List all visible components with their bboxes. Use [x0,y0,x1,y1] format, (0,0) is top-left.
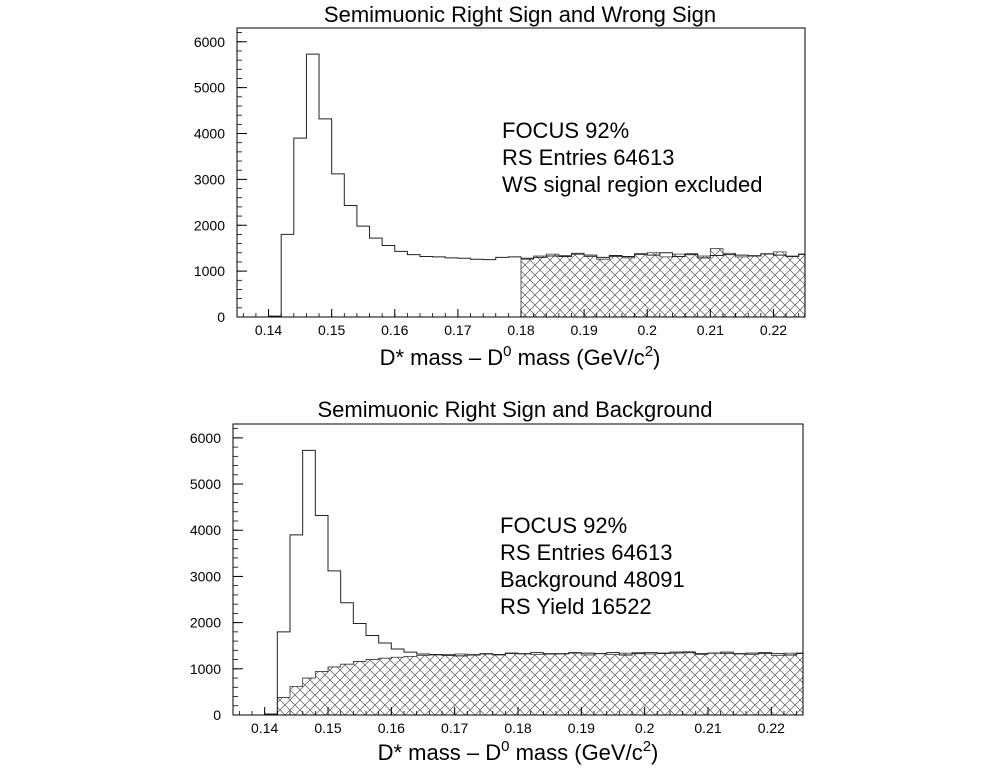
x-tick-label: 0.16 [378,720,405,736]
x-tick-label: 0.19 [570,322,597,338]
x-axis-label: D* mass – D0 mass (GeV/c2) [380,343,661,370]
plot-area: 0.14 0.15 0.16 0.17 0.18 0.19 0.2 0.21 0.22 0 1000… [190,423,804,736]
x-tick-label: 0.15 [318,322,345,338]
y-tick-label: 4000 [194,126,225,142]
y-tick-label: 2000 [190,615,221,631]
background-histogram [252,651,804,716]
y-tick-label: 5000 [190,476,221,492]
y-tick-label: 0 [217,309,225,325]
y-tick-label: 0 [213,707,221,723]
chart-bottom: Semimuonic Right Sign and Background 0.1… [190,397,804,765]
annotation-block: FOCUS 92% RS Entries 64613 WS signal reg… [502,118,762,197]
y-tick-label: 1000 [194,263,225,279]
annotation-line: Background 48091 [500,567,685,592]
y-tick-label: 6000 [190,430,221,446]
chart-top: Semimuonic Right Sign and Wrong Sign 0.1… [194,2,806,370]
annotation-line: WS signal region excluded [502,172,762,197]
chart-title: Semimuonic Right Sign and Wrong Sign [324,2,716,27]
y-tick-label: 6000 [194,34,225,50]
x-tick-label: 0.22 [758,720,785,736]
x-tick-label: 0.18 [504,720,531,736]
y-tick-label: 3000 [190,568,221,584]
annotation-line: RS Entries 64613 [500,540,672,565]
y-tick-label: 5000 [194,80,225,96]
y-tick-label: 3000 [194,171,225,187]
background-histogram [520,248,806,318]
annotation-line: RS Entries 64613 [502,145,674,170]
x-tick-label: 0.18 [507,322,534,338]
annotation-line: FOCUS 92% [500,513,627,538]
annotation-block: FOCUS 92% RS Entries 64613 Background 48… [500,513,685,619]
plot-area: 0.14 0.15 0.16 0.17 0.18 0.19 0.2 0.21 0.22 0 1000… [194,27,806,338]
x-tick-label: 0.15 [314,720,341,736]
x-tick-label: 0.22 [760,322,787,338]
x-tick-label: 0.2 [635,720,655,736]
x-tick-label: 0.17 [444,322,471,338]
annotation-line: RS Yield 16522 [500,594,652,619]
x-tick-label: 0.17 [441,720,468,736]
y-tick-label: 1000 [190,661,221,677]
x-tick-label: 0.21 [697,322,724,338]
rs-histogram [252,449,803,716]
x-tick-label: 0.16 [381,322,408,338]
y-tick-label: 4000 [190,522,221,538]
x-tick-label: 0.14 [255,322,282,338]
x-tick-label: 0.14 [251,720,278,736]
x-tick-label: 0.19 [568,720,595,736]
x-tick-label: 0.2 [637,322,657,338]
x-tick-label: 0.21 [694,720,721,736]
y-tick-label: 2000 [194,217,225,233]
x-axis-label: D* mass – D0 mass (GeV/c2) [378,738,659,765]
rs-histogram [255,53,805,318]
chart-title: Semimuonic Right Sign and Background [317,397,712,422]
annotation-line: FOCUS 92% [502,118,629,143]
